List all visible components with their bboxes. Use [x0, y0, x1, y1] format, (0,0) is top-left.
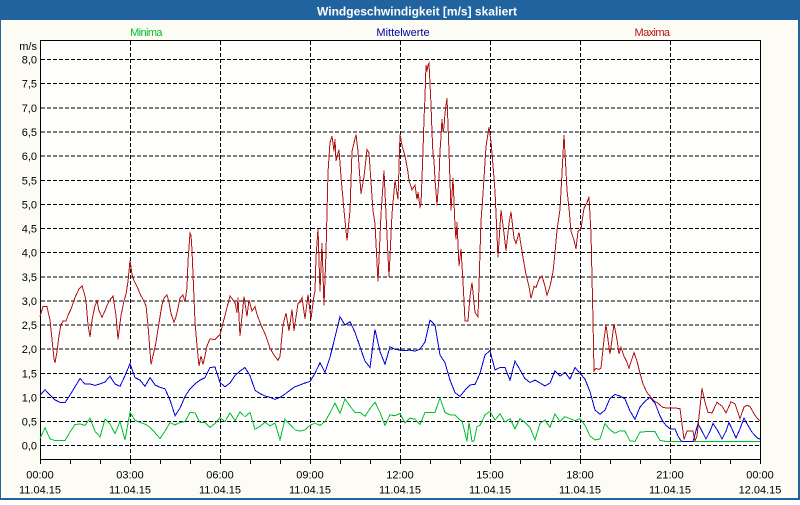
svg-text:0,0: 0,0	[22, 441, 37, 453]
svg-text:11.04.15: 11.04.15	[649, 485, 691, 497]
svg-text:12.04.15: 12.04.15	[739, 485, 782, 497]
svg-text:1,0: 1,0	[22, 392, 37, 404]
svg-text:06:00: 06:00	[206, 470, 234, 482]
svg-text:00:00: 00:00	[26, 470, 54, 482]
svg-text:21:00: 21:00	[656, 470, 684, 482]
svg-text:03:00: 03:00	[116, 470, 144, 482]
svg-text:Minima: Minima	[130, 27, 163, 39]
svg-text:11.04.15: 11.04.15	[289, 485, 331, 497]
svg-text:15:00: 15:00	[476, 470, 504, 482]
svg-text:Maxima: Maxima	[635, 27, 671, 39]
svg-text:11.04.15: 11.04.15	[379, 485, 421, 497]
svg-text:11.04.15: 11.04.15	[559, 485, 601, 497]
svg-text:Windgeschwindigkeit [m/s] skal: Windgeschwindigkeit [m/s] skaliert	[317, 5, 517, 19]
svg-text:11.04.15: 11.04.15	[109, 485, 151, 497]
svg-text:4,5: 4,5	[22, 224, 37, 236]
svg-text:4,0: 4,0	[22, 248, 37, 260]
svg-text:Mittelwerte: Mittelwerte	[376, 27, 429, 39]
svg-text:7,0: 7,0	[22, 103, 37, 115]
svg-text:3,0: 3,0	[22, 296, 37, 308]
svg-text:5,5: 5,5	[22, 175, 37, 187]
svg-text:6,5: 6,5	[22, 127, 37, 139]
svg-text:m/s: m/s	[19, 41, 37, 53]
svg-text:11.04.15: 11.04.15	[199, 485, 241, 497]
svg-text:7,5: 7,5	[22, 79, 37, 91]
svg-text:18:00: 18:00	[566, 470, 594, 482]
svg-text:12:00: 12:00	[386, 470, 414, 482]
svg-text:2,5: 2,5	[22, 320, 37, 332]
svg-text:6,0: 6,0	[22, 151, 37, 163]
svg-text:11.04.15: 11.04.15	[19, 485, 61, 497]
svg-text:8,0: 8,0	[22, 55, 37, 67]
svg-text:3,5: 3,5	[22, 272, 37, 284]
svg-text:5,0: 5,0	[22, 199, 37, 211]
svg-text:09:00: 09:00	[296, 470, 324, 482]
svg-text:2,0: 2,0	[22, 344, 37, 356]
svg-text:00:00: 00:00	[746, 470, 774, 482]
svg-text:11.04.15: 11.04.15	[469, 485, 511, 497]
svg-text:1,5: 1,5	[22, 368, 37, 380]
svg-text:0,5: 0,5	[22, 417, 37, 429]
